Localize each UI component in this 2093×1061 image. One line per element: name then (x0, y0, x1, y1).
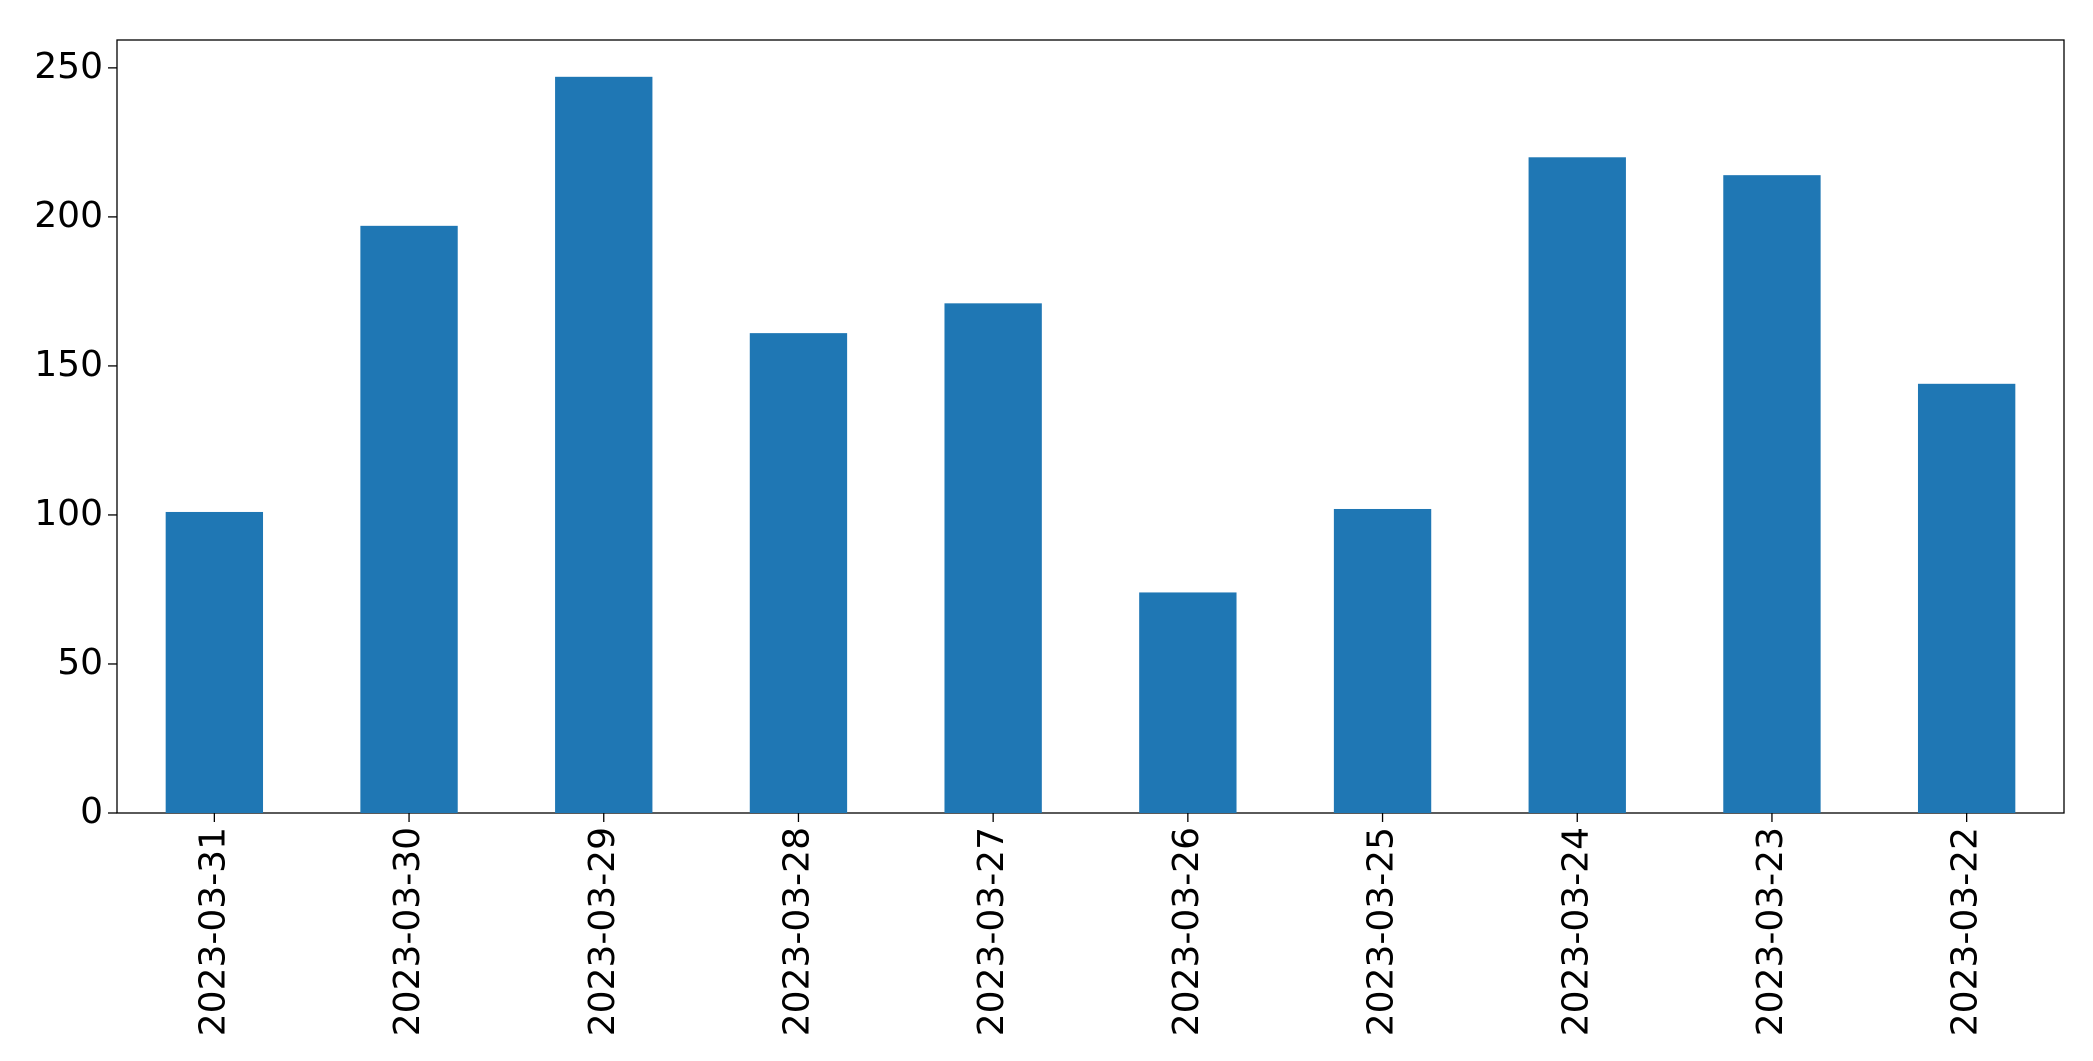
x-tick-label: 2023-03-23 (1750, 827, 1791, 1036)
bar (1917, 383, 2016, 813)
plot-frame (116, 39, 2065, 814)
y-tick-label: 50 (57, 642, 103, 683)
x-tick-label: 2023-03-28 (776, 827, 817, 1036)
x-tick-label: 2023-03-22 (1945, 827, 1986, 1036)
y-tick-label: 150 (34, 344, 103, 385)
x-tick-label: 2023-03-24 (1555, 827, 1596, 1036)
bar (944, 303, 1042, 813)
bar (1723, 175, 1821, 813)
y-tick-label: 250 (34, 46, 103, 87)
x-tick-label: 2023-03-26 (1166, 827, 1207, 1036)
x-tick-label: 2023-03-27 (971, 827, 1012, 1036)
y-tick-label: 0 (80, 791, 103, 832)
x-tick-label: 2023-03-30 (387, 827, 428, 1036)
bar (749, 333, 848, 813)
bar (1333, 508, 1432, 813)
bar (555, 76, 653, 814)
bar (360, 225, 458, 813)
x-tick-label: 2023-03-29 (582, 827, 623, 1036)
y-tick-label: 200 (34, 195, 103, 236)
bar (1528, 157, 1626, 813)
bar (165, 511, 264, 813)
bar (1139, 592, 1237, 813)
x-tick-label: 2023-03-31 (192, 827, 233, 1036)
y-tick-label: 100 (34, 493, 103, 534)
x-tick-label: 2023-03-25 (1361, 827, 1402, 1036)
